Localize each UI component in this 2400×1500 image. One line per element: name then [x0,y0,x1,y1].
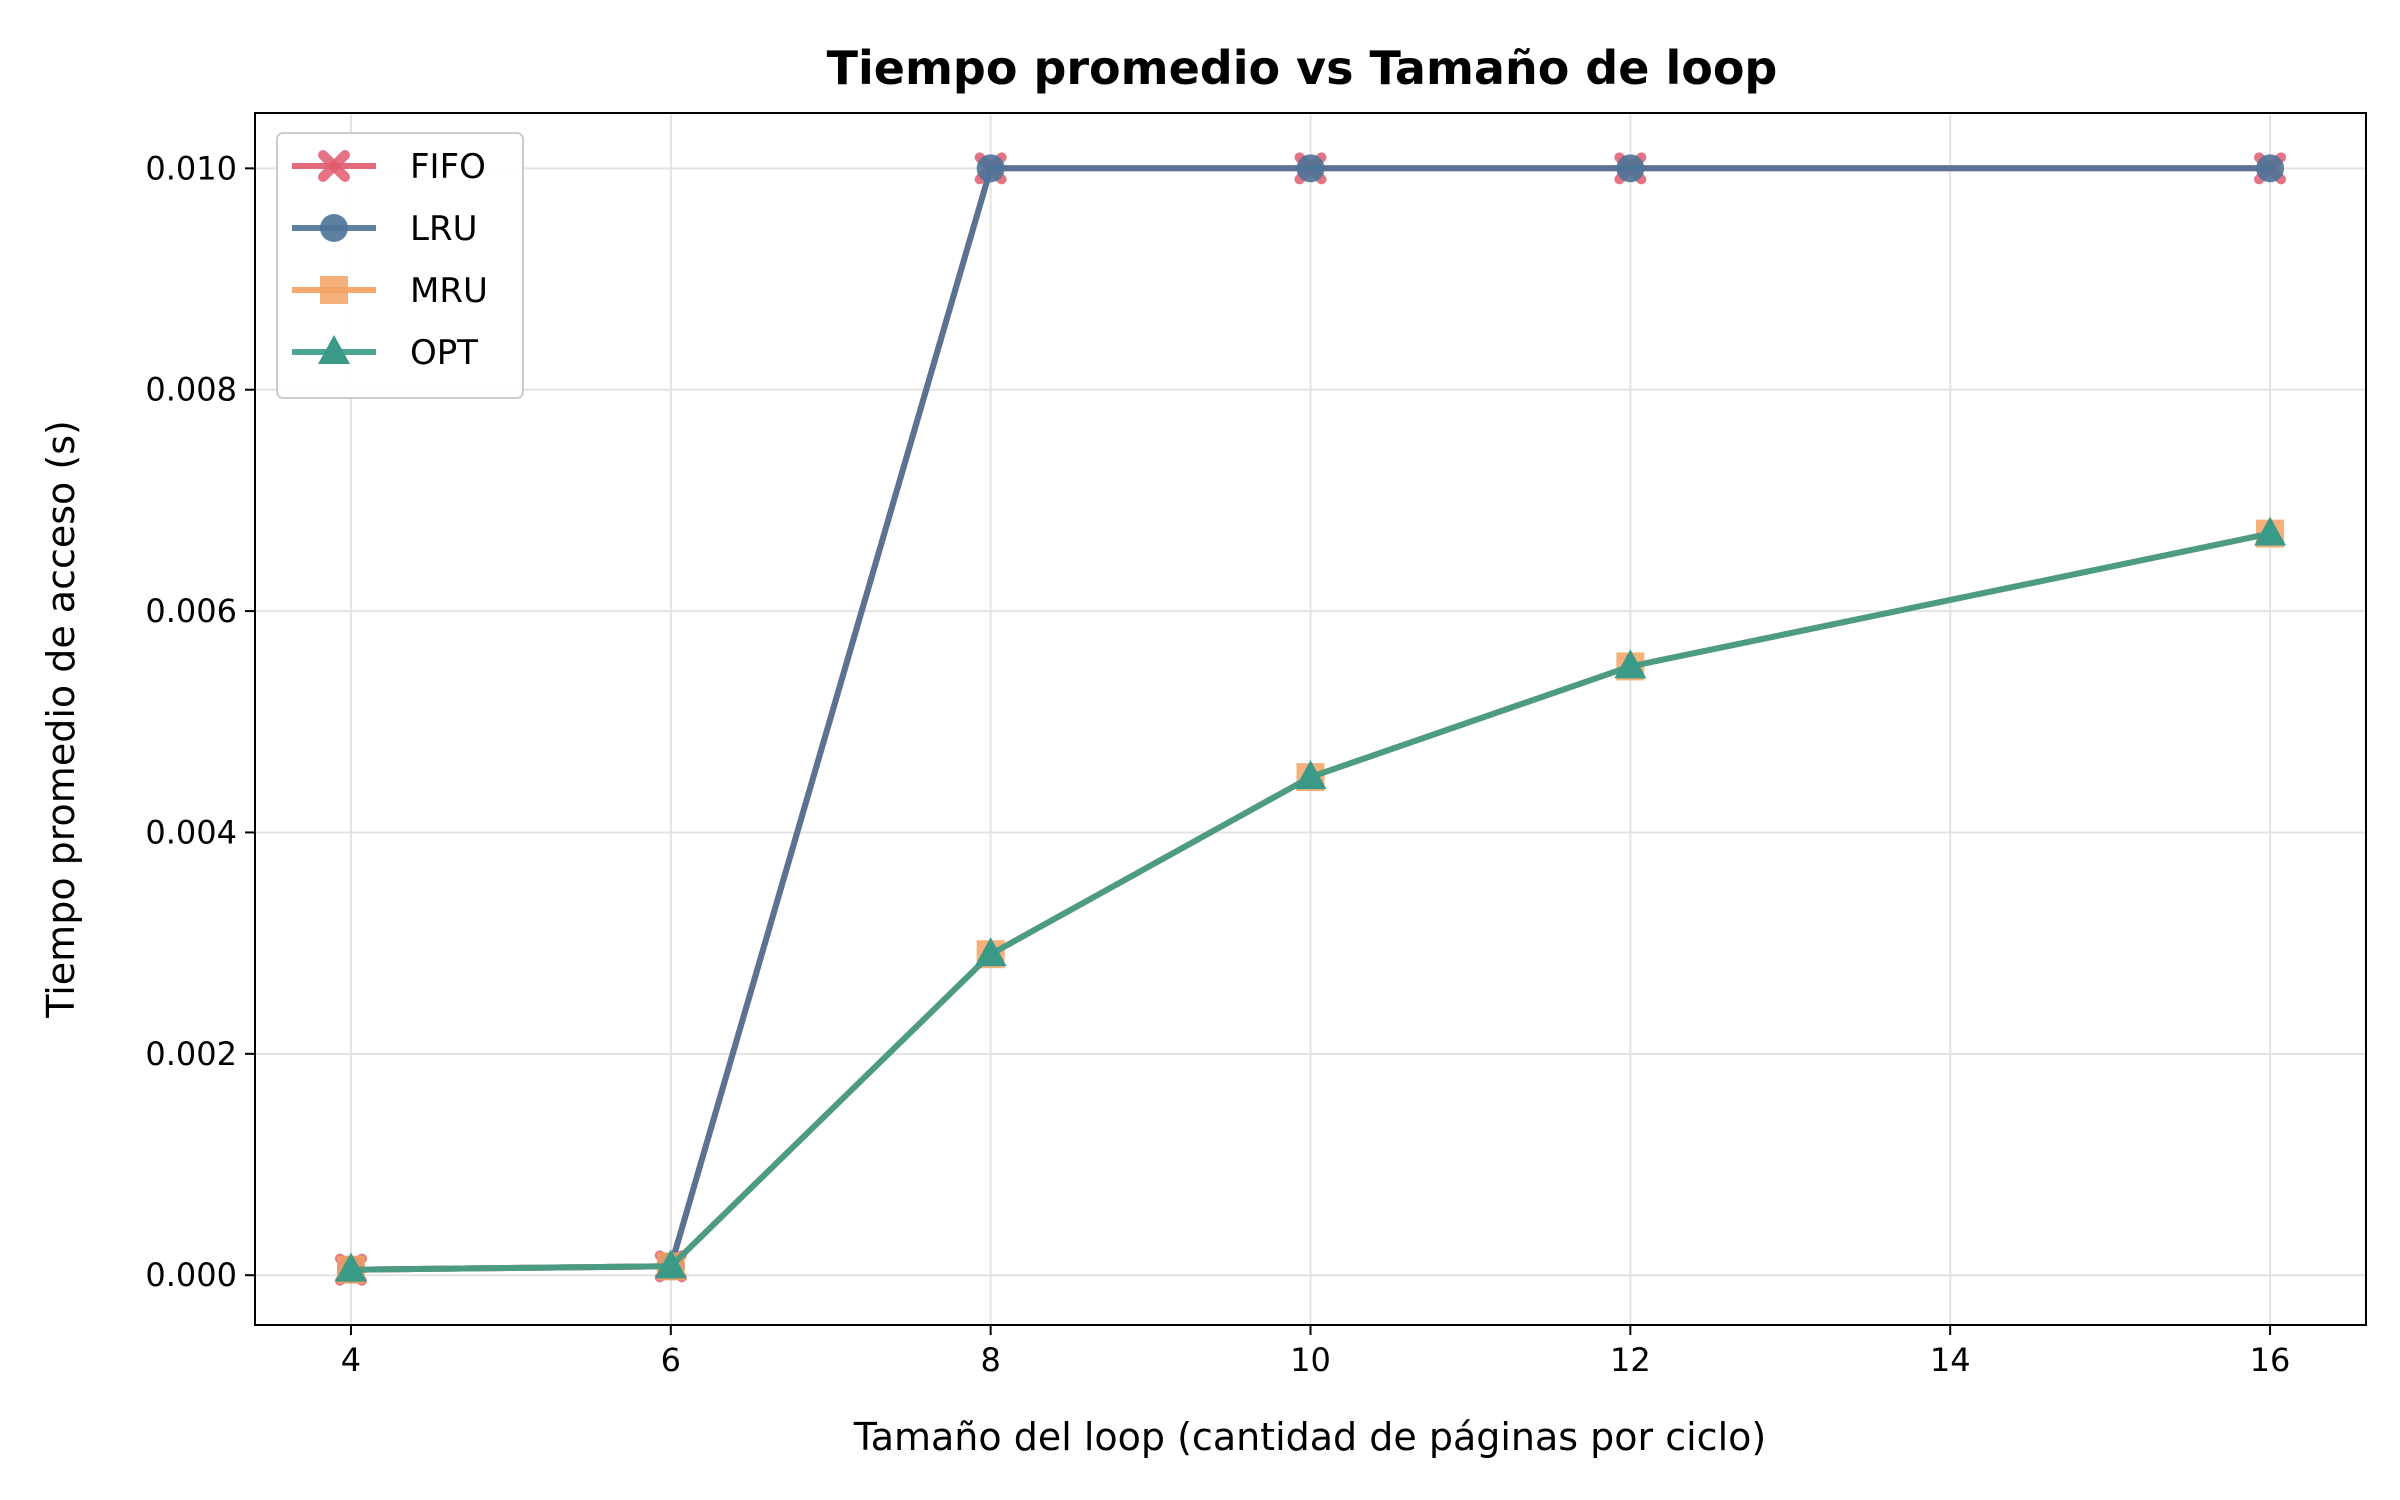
legend-item-opt: OPT [292,333,478,373]
grid [255,113,2366,1325]
data-point-opt [334,1252,367,1282]
legend-label-opt: OPT [410,333,478,373]
legend-label-mru: MRU [410,271,488,311]
legend-item-fifo: FIFO [292,147,486,187]
data-point-opt [1294,760,1327,790]
data-point-opt [2254,516,2287,546]
x-tick-label: 8 [980,1341,1000,1379]
data-point-opt [974,937,1007,967]
x-tick-label: 12 [1610,1341,1651,1379]
x-tick-label: 4 [341,1341,361,1379]
legend-item-lru: LRU [292,209,477,249]
y-axis-label: Tiempo promedio de acceso (s) [39,420,83,1019]
legend-label-fifo: FIFO [410,147,486,187]
data-point-opt [654,1249,687,1279]
x-tick-label: 16 [2250,1341,2291,1379]
legend-marker-lru [320,214,348,242]
data-point-lru [2256,154,2285,183]
y-tick-label: 0.010 [145,149,237,187]
series-opt [334,516,2287,1282]
data-point-lru [976,154,1005,183]
chart-title: Tiempo promedio vs Tamaño de loop [827,41,1778,95]
y-tick-label: 0.002 [145,1035,237,1073]
series-layer [334,152,2287,1286]
y-axis: 0.000 0.002 0.004 0.006 0.008 0.010 [145,149,255,1294]
data-point-lru [1296,154,1325,183]
legend: FIFO LRU MRU OPT [276,132,524,399]
legend-item-mru: MRU [292,271,488,311]
x-axis: 4 6 8 10 12 14 16 [341,1325,2291,1379]
y-tick-label: 0.006 [145,592,237,630]
legend-marker-opt [318,335,350,364]
y-tick-label: 0.004 [145,813,237,851]
x-tick-label: 6 [661,1341,681,1379]
legend-marker-fifo [318,150,350,182]
x-tick-label: 14 [1930,1341,1971,1379]
x-tick-label: 10 [1290,1341,1331,1379]
data-point-lru [1616,154,1645,183]
legend-box [276,132,524,399]
data-point-opt [1614,649,1647,679]
legend-marker-mru [320,276,348,304]
y-tick-label: 0.000 [145,1256,237,1294]
series-line-opt [350,530,2271,1273]
legend-label-lru: LRU [410,209,477,249]
y-tick-label: 0.008 [145,371,237,409]
x-axis-label: Tamaño del loop (cantidad de páginas por… [853,1415,1766,1459]
